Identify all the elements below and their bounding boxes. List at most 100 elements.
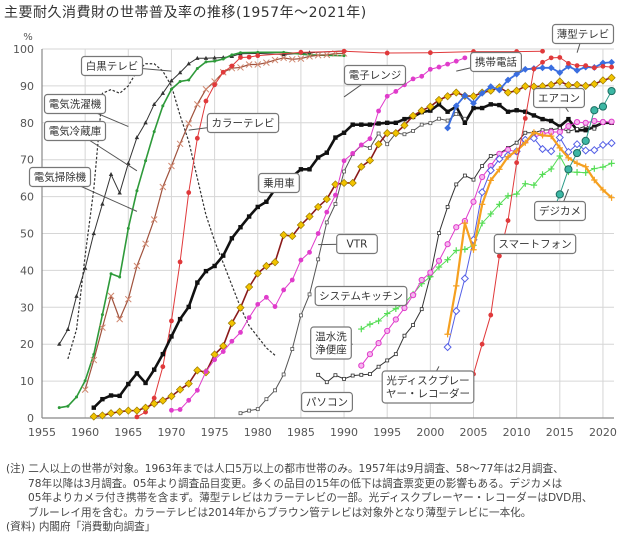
- data-point: [591, 176, 598, 184]
- data-point: [272, 304, 278, 309]
- data-point: [246, 214, 252, 219]
- data-point: [169, 87, 173, 91]
- callout-box: [336, 233, 378, 255]
- data-point: [134, 414, 140, 420]
- data-point: [256, 50, 260, 54]
- data-point: [202, 85, 210, 93]
- data-point: [573, 169, 581, 176]
- data-point: [142, 240, 149, 248]
- data-point: [324, 209, 330, 215]
- data-point: [495, 86, 503, 94]
- data-point: [106, 409, 116, 418]
- data-point: [350, 151, 356, 156]
- data-point: [453, 247, 460, 254]
- data-point: [572, 80, 582, 89]
- data-point: [566, 60, 571, 66]
- data-point: [193, 366, 202, 375]
- data-point: [288, 231, 297, 241]
- data-point: [184, 379, 193, 388]
- data-point: [392, 316, 399, 323]
- data-point: [392, 305, 400, 312]
- data-point: [324, 150, 329, 155]
- data-point: [298, 167, 304, 172]
- data-point: [314, 51, 322, 59]
- callout: エアコン: [532, 87, 585, 113]
- data-point: [333, 135, 338, 140]
- x-tick-label: 1960: [71, 426, 99, 439]
- data-point: [116, 315, 124, 323]
- data-point: [572, 148, 582, 158]
- callout-text: 電気冷蔵庫: [49, 125, 102, 138]
- data-point: [530, 181, 538, 189]
- data-point: [445, 118, 450, 123]
- data-point: [555, 133, 564, 142]
- data-point: [548, 118, 554, 124]
- data-point: [221, 57, 225, 61]
- data-point: [434, 95, 444, 105]
- data-point: [572, 140, 582, 149]
- callout-box: [301, 391, 354, 413]
- data-point: [341, 130, 347, 135]
- data-point: [323, 51, 331, 59]
- data-point: [582, 169, 589, 176]
- note-line: 05年よりカメラ付き携帯を含まず。薄型テレビはカラーテレビの一部。光ディスクプレ…: [28, 492, 593, 504]
- data-point: [227, 319, 236, 328]
- data-point: [445, 205, 450, 209]
- data-point: [316, 257, 321, 262]
- data-point: [462, 116, 467, 121]
- data-point: [581, 146, 590, 155]
- data-point: [487, 210, 494, 218]
- data-point: [530, 129, 538, 136]
- x-tick-label: 2020: [589, 426, 617, 439]
- callout-box: [258, 172, 300, 194]
- data-point: [402, 116, 407, 122]
- y-tick-label: 0: [27, 412, 34, 425]
- data-point: [471, 105, 476, 111]
- data-point: [81, 386, 89, 393]
- data-point: [514, 160, 520, 166]
- data-point: [124, 295, 132, 303]
- data-point: [573, 118, 581, 126]
- x-tick-label: 1995: [373, 426, 401, 439]
- series-白黒テレビ: [67, 63, 276, 360]
- data-point: [150, 399, 159, 408]
- callout: システムキッチン: [314, 285, 408, 307]
- data-point: [488, 154, 493, 158]
- data-point: [417, 106, 426, 115]
- callout-box: [551, 23, 615, 45]
- data-point: [247, 408, 252, 413]
- data-point: [411, 129, 415, 133]
- series-乗用車: [91, 102, 614, 410]
- data-point: [471, 177, 476, 182]
- data-point: [74, 293, 79, 298]
- y-tick-label: 100: [13, 43, 34, 56]
- y-tick-label: 10: [20, 375, 34, 388]
- data-point: [296, 220, 305, 230]
- data-point: [194, 135, 200, 141]
- data-point: [478, 201, 486, 208]
- data-point: [573, 67, 581, 74]
- data-point: [358, 362, 365, 369]
- data-point: [564, 81, 573, 90]
- data-point: [169, 407, 174, 413]
- data-point: [359, 372, 364, 377]
- data-point: [178, 79, 182, 83]
- data-point: [366, 351, 374, 358]
- data-point: [186, 190, 192, 195]
- data-point: [581, 81, 590, 90]
- callout-text: 光ディスクプレー: [386, 374, 469, 387]
- data-point: [402, 333, 407, 338]
- grid: [42, 48, 614, 418]
- data-point: [271, 56, 279, 64]
- data-point: [385, 142, 390, 147]
- data-point: [565, 123, 572, 130]
- data-point: [341, 158, 347, 164]
- data-point: [590, 145, 599, 155]
- data-point: [238, 411, 243, 416]
- callout: 乗用車: [258, 172, 300, 194]
- x-tick-label: 2015: [546, 426, 574, 439]
- data-point: [100, 396, 105, 402]
- data-point: [238, 55, 243, 60]
- data-point: [279, 230, 288, 240]
- axes: 0 10 20 30 40 50 60 70 80 90 100% 1955 1960 1965 1970 1…: [13, 32, 617, 439]
